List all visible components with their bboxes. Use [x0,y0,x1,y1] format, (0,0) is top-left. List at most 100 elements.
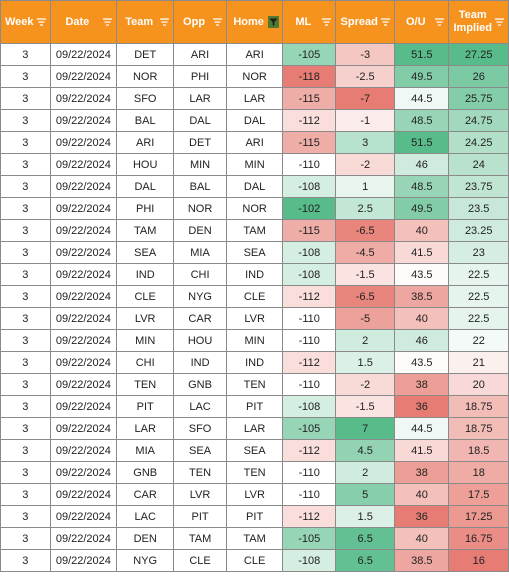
cell-ou[interactable]: 46 [394,329,450,352]
cell-opp[interactable]: TAM [173,527,227,550]
cell-opp[interactable]: SEA [173,439,227,462]
cell-spread[interactable]: -1.5 [335,263,396,286]
cell-opp[interactable]: SFO [173,417,227,440]
cell-date[interactable]: 09/22/2024 [49,175,118,198]
cell-ml[interactable]: -108 [282,549,337,572]
cell-spread[interactable]: 6.5 [335,527,396,550]
cell-team[interactable]: BAL [116,109,175,132]
cell-team[interactable]: TAM [116,219,175,242]
cell-date[interactable]: 09/22/2024 [49,373,118,396]
cell-date[interactable]: 09/22/2024 [49,549,118,572]
cell-spread[interactable]: -7 [335,87,396,110]
cell-ml[interactable]: -112 [282,439,337,462]
cell-date[interactable]: 09/22/2024 [49,197,118,220]
cell-home[interactable]: NOR [225,197,284,220]
cell-ou[interactable]: 51.5 [394,43,450,66]
cell-ou[interactable]: 38 [394,373,450,396]
cell-week[interactable]: 3 [0,263,51,286]
cell-ml[interactable]: -105 [282,43,337,66]
cell-week[interactable]: 3 [0,483,51,506]
cell-team[interactable]: IND [116,263,175,286]
cell-opp[interactable]: TEN [173,461,227,484]
cell-week[interactable]: 3 [0,131,51,154]
cell-spread[interactable]: 4.5 [335,439,396,462]
column-header-ou[interactable]: O/U [394,0,450,44]
cell-date[interactable]: 09/22/2024 [49,439,118,462]
cell-spread[interactable]: -5 [335,307,396,330]
cell-implied[interactable]: 24 [448,153,509,176]
cell-team[interactable]: CHI [116,351,175,374]
cell-team[interactable]: NYG [116,549,175,572]
cell-team[interactable]: PHI [116,197,175,220]
cell-ml[interactable]: -108 [282,395,337,418]
cell-team[interactable]: LAR [116,417,175,440]
filter-icon[interactable] [212,16,223,28]
filter-icon[interactable] [102,16,113,28]
cell-ml[interactable]: -115 [282,219,337,242]
cell-week[interactable]: 3 [0,549,51,572]
cell-ou[interactable]: 43.5 [394,263,450,286]
cell-week[interactable]: 3 [0,43,51,66]
cell-team[interactable]: CAR [116,483,175,506]
cell-ou[interactable]: 44.5 [394,417,450,440]
cell-home[interactable]: DAL [225,175,284,198]
column-header-spread[interactable]: Spread [335,0,396,44]
cell-implied[interactable]: 18.75 [448,395,509,418]
cell-ml[interactable]: -112 [282,285,337,308]
cell-team[interactable]: DAL [116,175,175,198]
cell-date[interactable]: 09/22/2024 [49,241,118,264]
cell-implied[interactable]: 25.75 [448,87,509,110]
cell-spread[interactable]: 3 [335,131,396,154]
filter-icon[interactable] [268,16,280,28]
cell-spread[interactable]: -2.5 [335,65,396,88]
cell-opp[interactable]: NYG [173,285,227,308]
cell-team[interactable]: SFO [116,87,175,110]
cell-implied[interactable]: 22 [448,329,509,352]
cell-implied[interactable]: 20 [448,373,509,396]
cell-home[interactable]: CLE [225,549,284,572]
cell-ou[interactable]: 36 [394,395,450,418]
cell-ou[interactable]: 48.5 [394,109,450,132]
cell-spread[interactable]: 6.5 [335,549,396,572]
cell-spread[interactable]: 2 [335,329,396,352]
cell-team[interactable]: CLE [116,285,175,308]
cell-team[interactable]: DET [116,43,175,66]
cell-date[interactable]: 09/22/2024 [49,461,118,484]
cell-week[interactable]: 3 [0,175,51,198]
cell-team[interactable]: DEN [116,527,175,550]
cell-opp[interactable]: DAL [173,109,227,132]
cell-home[interactable]: SEA [225,439,284,462]
cell-ou[interactable]: 46 [394,153,450,176]
column-header-opp[interactable]: Opp [173,0,227,44]
cell-team[interactable]: NOR [116,65,175,88]
column-header-team[interactable]: Team [116,0,175,44]
cell-home[interactable]: TEN [225,461,284,484]
cell-ou[interactable]: 38 [394,461,450,484]
cell-ml[interactable]: -102 [282,197,337,220]
cell-implied[interactable]: 22.5 [448,285,509,308]
cell-implied[interactable]: 23.25 [448,219,509,242]
cell-home[interactable]: MIN [225,329,284,352]
cell-home[interactable]: TAM [225,219,284,242]
cell-spread[interactable]: -6.5 [335,285,396,308]
cell-ou[interactable]: 41.5 [394,439,450,462]
cell-opp[interactable]: IND [173,351,227,374]
cell-date[interactable]: 09/22/2024 [49,505,118,528]
cell-implied[interactable]: 18.5 [448,439,509,462]
cell-implied[interactable]: 21 [448,351,509,374]
cell-home[interactable]: IND [225,263,284,286]
cell-home[interactable]: PIT [225,395,284,418]
cell-date[interactable]: 09/22/2024 [49,263,118,286]
cell-spread[interactable]: -1.5 [335,395,396,418]
cell-ou[interactable]: 40 [394,483,450,506]
cell-ou[interactable]: 40 [394,527,450,550]
cell-implied[interactable]: 18.75 [448,417,509,440]
column-header-ml[interactable]: ML [282,0,337,44]
cell-opp[interactable]: NOR [173,197,227,220]
cell-home[interactable]: CLE [225,285,284,308]
cell-ml[interactable]: -110 [282,373,337,396]
cell-week[interactable]: 3 [0,505,51,528]
cell-ml[interactable]: -108 [282,241,337,264]
cell-ml[interactable]: -110 [282,153,337,176]
cell-week[interactable]: 3 [0,439,51,462]
